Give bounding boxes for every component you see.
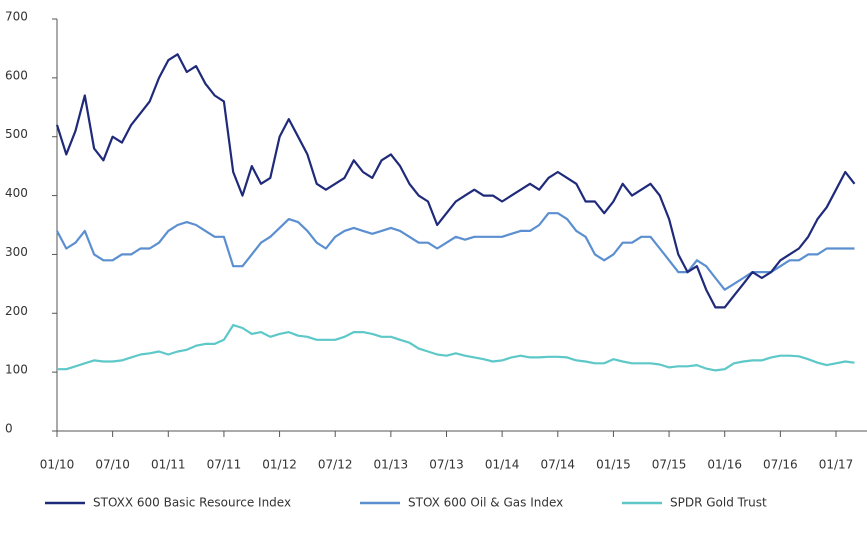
legend-label: STOXX 600 Basic Resource Index [93, 496, 291, 510]
x-tick-label: 07/15 [652, 458, 687, 472]
x-tick-label: 01/13 [374, 458, 409, 472]
y-tick-label: 600 [5, 68, 28, 82]
y-tick-label: 100 [5, 363, 28, 377]
x-tick-label: 01/15 [596, 458, 631, 472]
x-tick-label: 07/11 [207, 458, 242, 472]
x-tick-label: 07/16 [763, 458, 798, 472]
y-tick-label: 300 [5, 245, 28, 259]
x-tick-label: 07/13 [429, 458, 464, 472]
x-tick-label: 01/17 [819, 458, 854, 472]
series-line [57, 324, 855, 372]
x-tick-label: 01/10 [40, 458, 75, 472]
x-tick-label: 01/11 [151, 458, 186, 472]
series-line [56, 212, 855, 291]
x-tick-label: 01/12 [262, 458, 297, 472]
x-tick-label: 01/14 [485, 458, 520, 472]
y-tick-label: 400 [5, 186, 28, 200]
legend-label: STOX 600 Oil & Gas Index [408, 496, 563, 510]
x-tick-label: 01/16 [707, 458, 742, 472]
y-tick-label: 500 [5, 127, 28, 141]
x-tick-label: 07/10 [95, 458, 130, 472]
y-tick-label: 200 [5, 304, 28, 318]
series-line [55, 53, 856, 309]
legend-label: SPDR Gold Trust [670, 496, 767, 510]
x-tick-label: 07/14 [540, 458, 575, 472]
y-tick-label: 0 [5, 422, 13, 436]
x-tick-label: 07/12 [318, 458, 353, 472]
y-tick-label: 700 [5, 10, 28, 24]
